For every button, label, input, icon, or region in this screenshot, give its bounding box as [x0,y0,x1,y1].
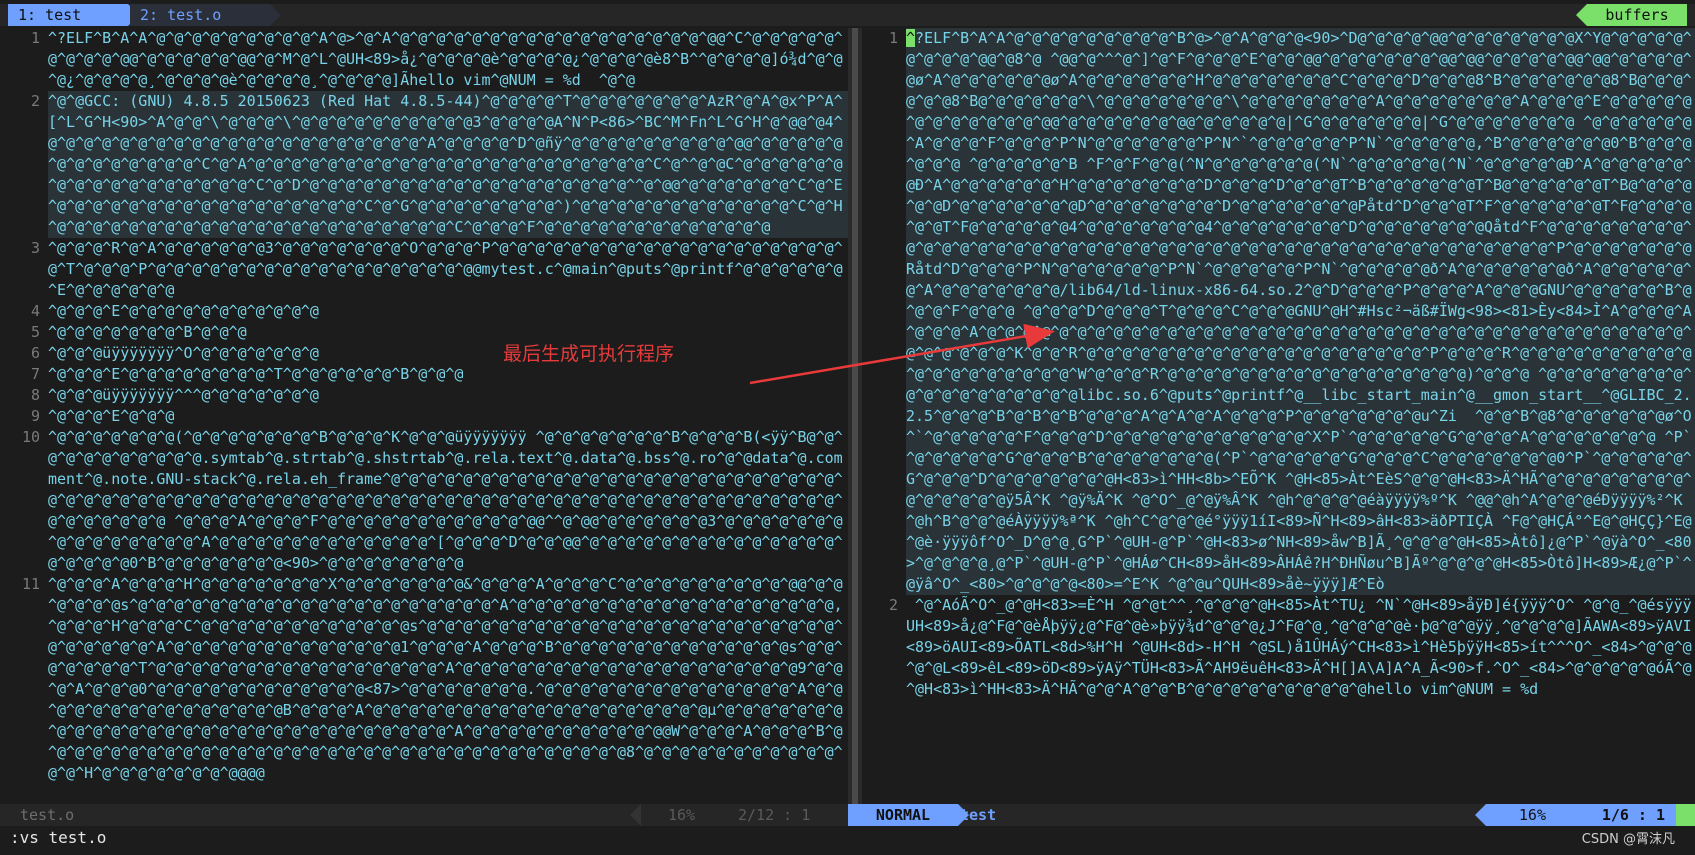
left-pane-line[interactable]: 10 ^@^@^@^@^@^@^@(^@^@^@^@^@^@^@^B^@^@^@^… [0,427,848,574]
left-pane-line[interactable]: 11 ^@^@^@^A^@^@^@^H^@^@^@^@^@^@^@^X^@^@^@… [0,574,848,784]
left-pane-line[interactable]: 5 ^@^@^@^@^@^@^@^B^@^@^@ [0,322,848,343]
left-pane-line[interactable]: 8 ^@^@^@üÿÿÿÿÿÿÿ^^^@^@^@^@^@^@^@ [0,385,848,406]
left-pane-line[interactable]: 1 ^?ELF^B^A^A^@^@^@^@^@^@^@^@^@^A^@>^@^A^… [0,28,848,91]
left-editor-pane[interactable]: 1 ^?ELF^B^A^A^@^@^@^@^@^@^@^@^@^A^@>^@^A^… [0,28,848,804]
line-text: ^@^@^@üÿÿÿÿÿÿÿ^^^@^@^@^@^@^@^@ [48,386,319,404]
line-number: 9 [30,407,40,425]
right-editor-pane[interactable]: 1 ^?ELF^B^A^A^@^@^@^@^@^@^@^@^@^B^@>^@^A^… [862,28,1695,804]
tab-test[interactable]: 1: test [8,4,128,26]
line-text: ^@^@^@^R^@^A^@^@^@^@^@^@3^@^@^@^@^@^@^@^… [48,239,843,299]
left-pane-line[interactable]: 2 ^@^@GCC: (GNU) 4.8.5 20150623 (Red Hat … [0,91,848,238]
right-pane-line[interactable]: 1 ^?ELF^B^A^A^@^@^@^@^@^@^@^@^@^B^@>^@^A^… [862,28,1695,595]
line-number: 7 [30,365,40,383]
watermark: CSDN @霄沫凡 [1581,832,1675,847]
status-left-filename: test.o [20,806,75,824]
status-separator-arrow [1475,804,1486,826]
buffers-separator-arrow [1576,4,1587,26]
status-right-percent: 16% [1518,806,1546,824]
line-number: 8 [30,386,40,404]
line-number: 1 [30,29,40,47]
line-text: ^@^@GCC: (GNU) 4.8.5 20150623 (Red Hat 4… [48,91,848,238]
status-separator-arrow [630,804,641,826]
line-text: ^@^@^@^@^@^@^@^B^@^@^@ [48,323,247,341]
status-right-filename: test [960,806,997,824]
buffers-label: buffers [1587,4,1687,26]
line-number: 11 [21,575,40,593]
status-right-position: 1/6 : 1 [1601,806,1666,824]
line-text: ^@^@^@^E^@^@^@^@^@^@^@^@^@^@^@ [48,302,319,320]
command-line[interactable]: :vs test.o [10,828,107,847]
line-number: 2 [888,596,898,614]
right-pane-line[interactable]: 2 ^@^AóÃ^O^_@^@H<83>=È^H ^@^@t^^¸^@^@^@^… [862,595,1695,700]
vertical-split-divider[interactable] [848,28,862,804]
left-pane-line[interactable]: 4 ^@^@^@^E^@^@^@^@^@^@^@^@^@^@^@ [0,301,848,322]
line-text: ^?ELF^B^A^A^@^@^@^@^@^@^@^@^@^A^@>^@^A^@… [48,29,843,89]
status-left-position: 2/12 : 1 [738,806,811,824]
status-separator-arrow [958,804,969,826]
line-text: ^@^@^@^E^@^@^@^@^@^@^@^@^T^@^@^@^@^@^@^B… [48,365,464,383]
status-end-block [1676,804,1695,826]
line-number: 10 [21,428,40,446]
left-pane-line[interactable]: 7 ^@^@^@^E^@^@^@^@^@^@^@^@^T^@^@^@^@^@^@^… [0,364,848,385]
status-mode: NORMAL [848,804,958,826]
line-number: 5 [30,323,40,341]
line-text: ^@^@^@^A^@^@^@^H^@^@^@^@^@^@^@^X^@^@^@^@… [48,575,843,782]
tab-test-o[interactable]: 2: test.o [130,4,270,26]
tabline: 1: test 2: test.o buffers [0,4,1695,26]
line-text: ^@^@^@üÿÿÿÿÿÿÿ^O^@^@^@^@^@^@^@ [48,344,319,362]
text-cursor: ^ [906,29,916,47]
left-pane-line[interactable]: 6 ^@^@^@üÿÿÿÿÿÿÿ^O^@^@^@^@^@^@^@ [0,343,848,364]
line-number: 1 [888,29,898,47]
line-number: 2 [30,92,40,110]
status-left-percent: 16% [668,806,696,824]
left-pane-line[interactable]: 9 ^@^@^@^E^@^@^@ [0,406,848,427]
line-text: ^@^AóÃ^O^_@^@H<83>=È^H ^@^@t^^¸^@^@^@^@H… [906,596,1692,698]
line-number: 4 [30,302,40,320]
left-pane-line[interactable]: 3 ^@^@^@^R^@^A^@^@^@^@^@^@3^@^@^@^@^@^@^@… [0,238,848,301]
line-text: ^@^@^@^E^@^@^@ [48,407,175,425]
status-line: test.o 16% 2/12 : 1 NORMAL test 16% 1/6 … [0,804,1695,826]
line-text: ^?ELF^B^A^A^@^@^@^@^@^@^@^@^@^B^@>^@^A^@… [906,28,1695,595]
tab-separator-arrow [270,4,281,26]
line-number: 6 [30,344,40,362]
annotation-text: 最后生成可执行程序 [503,343,675,365]
status-right-info: 16% 1/6 : 1 [1486,804,1676,826]
line-text: ^@^@^@^@^@^@^@(^@^@^@^@^@^@^@^B^@^@^@^K^… [48,428,843,572]
line-number: 3 [30,239,40,257]
